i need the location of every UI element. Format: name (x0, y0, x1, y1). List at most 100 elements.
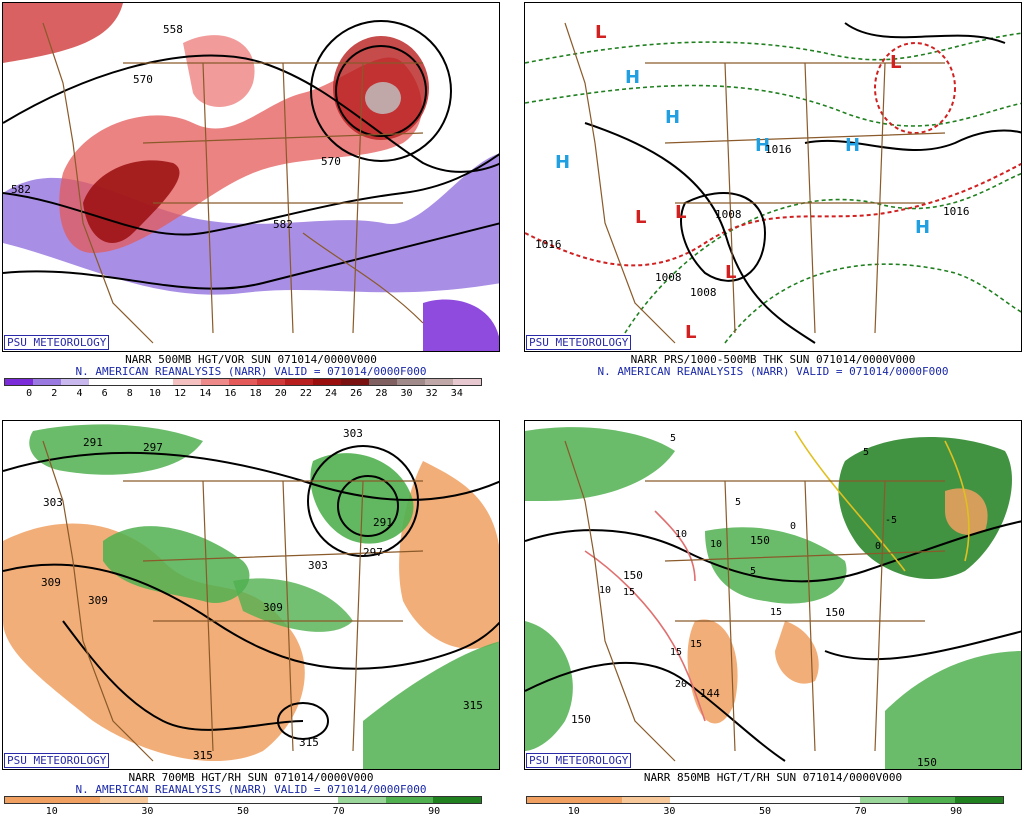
colorbar-ticks: 0 2 4 6 8 10 12 14 16 18 20 22 24 26 28 30 32 34 (4, 388, 482, 400)
height-contours (3, 445, 499, 740)
colorbar-swatch (812, 797, 861, 803)
colorbar-swatch (117, 379, 145, 385)
panel-500mb-vorticity: 570 582 558 570 582 PSU METEOROLOGY NARR… (0, 0, 502, 402)
colorbar-tick-label: 10 (148, 388, 161, 399)
contour-label: 150 (623, 569, 643, 582)
contour-label: 570 (133, 73, 153, 86)
colorbar-tick-label: 32 (425, 388, 438, 399)
low-pressure-symbol: L (675, 202, 686, 223)
contour-label: 150 (917, 756, 937, 769)
colorbar-tick-label: 8 (126, 388, 133, 399)
high-pressure-symbol: H (755, 135, 770, 156)
psu-meteorology-logo: PSU METEOROLOGY (526, 753, 632, 768)
temperature-box-label: 5 (750, 566, 756, 577)
temperature-box-label: 15 (623, 587, 635, 598)
isobar-label: 1016 (765, 143, 792, 156)
colorbar-tick-label: 34 (450, 388, 463, 399)
colorbar-swatch (433, 797, 481, 803)
colorbar-tick-label: 16 (224, 388, 237, 399)
colorbar-swatch (338, 797, 386, 803)
contour-label: 309 (41, 576, 61, 589)
temperature-box-labels: 5 5 -5 0 0 10 10 10 15 15 15 15 20 5 5 (599, 433, 897, 690)
panel-title: NARR 850MB HGT/T/RH SUN 071014/0000V000 (643, 771, 903, 784)
high-pressure-symbol: H (625, 67, 640, 88)
colorbar-swatch (313, 379, 341, 385)
panel-pressure-thickness: H H H H H H L L L L L L 1016 1016 1016 1… (522, 0, 1024, 402)
temperature-box-label: 5 (863, 447, 869, 458)
colorbar-ticks: 10 30 50 70 90 (526, 806, 1004, 818)
colorbar-swatch (453, 379, 481, 385)
contour-label: 582 (11, 183, 31, 196)
colorbar-swatch (100, 797, 148, 803)
panel-title: NARR PRS/1000-500MB THK SUN 071014/0000V… (630, 353, 916, 366)
panel-700mb-rh: 291 297 303 309 309 303 309 315 315 315 … (0, 418, 502, 820)
colorbar-swatch (717, 797, 765, 803)
geography-lines (42, 440, 424, 762)
colorbar-tick-label: 20 (274, 388, 287, 399)
colorbar-swatch (669, 797, 718, 803)
panel-subtitle: N. AMERICAN REANALYSIS (NARR) VALID = 07… (75, 365, 427, 378)
isobar-label: 1016 (535, 238, 562, 251)
colorbar-tick-label: 28 (375, 388, 388, 399)
contour-label: 309 (263, 601, 283, 614)
contour-label: 297 (143, 441, 163, 454)
rh-shading (3, 424, 499, 769)
low-pressure-symbol: L (890, 52, 901, 73)
colorbar-swatch (425, 379, 453, 385)
map-700mb-rh: 291 297 303 309 309 303 309 315 315 315 … (2, 420, 500, 770)
contour-label: 303 (43, 496, 63, 509)
colorbar-tick-label: 50 (236, 806, 250, 817)
contour-label: 291 (83, 436, 103, 449)
rh-colorbar (526, 796, 1004, 804)
colorbar-tick-label: 14 (199, 388, 212, 399)
colorbar-tick-label: 24 (325, 388, 338, 399)
colorbar-swatch (397, 379, 425, 385)
rh-colorbar (4, 796, 482, 804)
temperature-box-label: 5 (670, 433, 676, 444)
colorbar-swatch (290, 797, 339, 803)
high-pressure-symbol: H (555, 152, 570, 173)
colorbar-ticks: 10 30 50 70 90 (4, 806, 482, 818)
colorbar-tick-label: 4 (76, 388, 83, 399)
colorbar-swatch (527, 797, 575, 803)
colorbar-swatch (89, 379, 117, 385)
temperature-box-label: 15 (770, 607, 782, 618)
isobar-label: 1008 (715, 208, 742, 221)
colorbar-tick-label: 22 (299, 388, 312, 399)
panel-title: NARR 700MB HGT/RH SUN 071014/0000V000 (128, 771, 374, 784)
colorbar-tick-label: 90 (950, 806, 963, 817)
contour-label: 150 (750, 534, 770, 547)
temperature-box-label: 10 (710, 539, 722, 550)
low-pressure-symbol: L (685, 322, 696, 343)
colorbar-tick-label: 30 (400, 388, 413, 399)
high-pressure-symbol: H (665, 107, 680, 128)
contour-label: 315 (463, 699, 483, 712)
colorbar-swatch (201, 379, 229, 385)
colorbar-tick-label: 12 (174, 388, 187, 399)
temperature-box-label: 20 (675, 679, 687, 690)
map-850mb-t-rh: 150 150 150 150 144 150 5 5 -5 0 0 10 10… (524, 420, 1022, 770)
colorbar-tick-label: 18 (249, 388, 262, 399)
temperature-box-label: 0 (875, 541, 881, 552)
temperature-box-label: 10 (599, 585, 611, 596)
panel-subtitle: N. AMERICAN REANALYSIS (NARR) VALID = 07… (75, 783, 427, 796)
colorbar-swatch (764, 797, 813, 803)
colorbar-tick-label: 10 (45, 806, 58, 817)
psu-meteorology-logo: PSU METEOROLOGY (4, 753, 110, 768)
panel-850mb-t-rh: 150 150 150 150 144 150 5 5 -5 0 0 10 10… (522, 418, 1024, 820)
contour-label: 570 (321, 155, 341, 168)
temperature-box-label: 0 (790, 521, 796, 532)
colorbar-tick-label: 6 (101, 388, 108, 399)
panel-subtitle: N. AMERICAN REANALYSIS (NARR) VALID = 07… (597, 365, 949, 378)
isobar-label: 1016 (943, 205, 970, 218)
colorbar-tick-label: 50 (758, 806, 772, 817)
vorticity-colorbar (4, 378, 482, 386)
height-contours (525, 520, 1021, 762)
contour-label: 150 (825, 606, 845, 619)
colorbar-swatch (955, 797, 1003, 803)
pressure-centers: H H H H H H L L L L L L (555, 22, 930, 343)
colorbar-swatch (907, 797, 956, 803)
temperature-box-label: 10 (675, 529, 687, 540)
contour-label: 150 (571, 713, 591, 726)
colorbar-swatch (385, 797, 434, 803)
